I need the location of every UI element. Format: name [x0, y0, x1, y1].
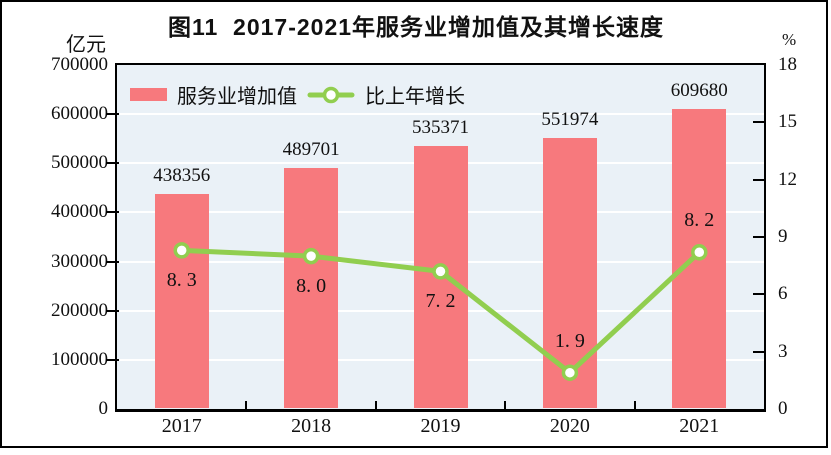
chart-legend: 服务业增加值 比上年增长 [130, 80, 465, 109]
left-axis-tick [106, 309, 119, 312]
left-axis-tick-label: 300000 [51, 250, 108, 272]
bar [413, 145, 468, 408]
bar-value-label: 609680 [670, 80, 728, 102]
line-value-label: 8. 3 [166, 269, 197, 292]
right-axis-tick-label: 18 [778, 54, 797, 75]
left-axis-tick-label: 200000 [51, 299, 108, 321]
line-value-label: 8. 2 [684, 209, 715, 232]
left-axis-tick-label: 700000 [51, 54, 108, 75]
right-axis-tick [753, 350, 764, 353]
bar-value-label: 489701 [282, 139, 340, 161]
left-axis-tick [106, 113, 119, 116]
legend-bar-label: 服务业增加值 [177, 86, 297, 108]
left-axis-tick-label: 0 [98, 398, 109, 419]
gridline [117, 113, 764, 116]
legend-line-marker-icon [307, 86, 355, 103]
x-axis-tick [504, 401, 507, 409]
legend-bar-swatch-icon [130, 88, 167, 101]
x-axis-tick-label: 2017 [161, 415, 202, 437]
left-axis-tick [106, 358, 119, 361]
bar [542, 137, 597, 408]
right-axis-tick [753, 236, 764, 238]
line-value-label: 7. 2 [425, 290, 456, 313]
x-axis-tick-label: 2019 [420, 415, 461, 437]
right-axis-tick-label: 9 [778, 226, 788, 247]
bar [154, 193, 209, 408]
bar-value-label: 551974 [541, 108, 599, 130]
left-axis-tick-label: 500000 [51, 152, 108, 174]
x-axis-tick-label: 2018 [291, 415, 332, 437]
chart-title: 图11 2017-2021年服务业增加值及其增长速度 [167, 14, 665, 40]
right-axis-tick [753, 293, 764, 296]
line-value-label: 8. 0 [296, 275, 327, 298]
right-axis-tick-label: 3 [778, 340, 788, 362]
left-axis-tick-label: 100000 [51, 348, 108, 370]
x-axis-tick [245, 401, 248, 409]
x-axis-tick-label: 2020 [549, 415, 590, 437]
right-axis-unit-label: % [782, 30, 797, 49]
bar [672, 109, 727, 408]
right-axis-tick [753, 121, 764, 124]
legend-line-label: 比上年增长 [365, 86, 465, 108]
left-axis-tick [106, 162, 119, 165]
right-axis-tick-label: 0 [778, 398, 788, 419]
left-axis-tick [106, 260, 119, 263]
left-axis-tick-label: 600000 [51, 103, 108, 125]
line-value-label: 1. 9 [554, 329, 585, 352]
left-axis-unit-label: 亿元 [66, 34, 106, 56]
right-axis-tick [753, 178, 764, 181]
left-axis-tick [106, 211, 119, 214]
x-axis-tick-label: 2021 [679, 415, 720, 437]
right-axis-tick-label: 15 [778, 111, 797, 133]
right-axis-tick-label: 6 [778, 283, 788, 305]
right-axis-tick-label: 12 [778, 168, 797, 190]
x-axis-tick [374, 401, 377, 409]
left-axis-tick-label: 400000 [51, 201, 108, 223]
bar-value-label: 535371 [412, 116, 469, 138]
x-axis-tick [633, 401, 636, 409]
bar-value-label: 438356 [153, 164, 211, 186]
